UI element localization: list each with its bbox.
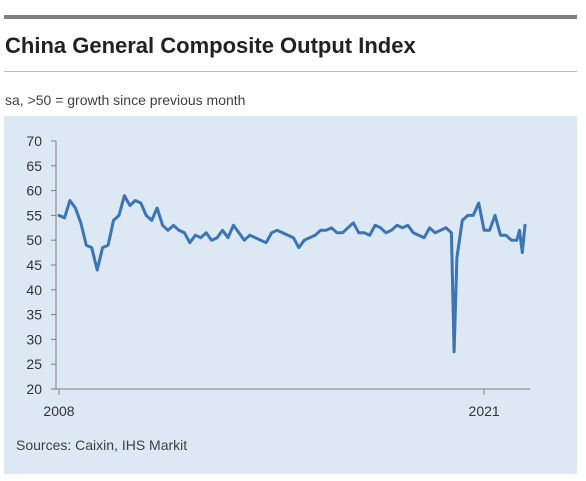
source-note: Sources: Caixin, IHS Markit	[16, 437, 188, 453]
y-tick-label: 70	[26, 133, 42, 149]
y-tick-label: 50	[26, 232, 42, 248]
x-tick-label: 2021	[469, 403, 500, 419]
y-tick-label: 60	[26, 183, 42, 199]
series-line	[57, 194, 527, 354]
chart-panel	[4, 116, 577, 474]
y-axis: 20 25 30 35 40 45 50 55 60 65 70	[26, 133, 57, 397]
x-axis: 2008 2021	[43, 388, 530, 419]
y-tick-label: 20	[26, 381, 42, 397]
y-tick-label: 35	[26, 307, 42, 323]
y-tick-label: 45	[26, 257, 42, 273]
title-divider	[4, 71, 577, 72]
y-tick-label: 55	[26, 207, 42, 223]
chart-subtitle: sa, >50 = growth since previous month	[5, 92, 246, 108]
y-tick-label: 25	[26, 356, 42, 372]
chart-title: China General Composite Output Index	[5, 33, 416, 58]
y-tick-label: 30	[26, 331, 42, 347]
series-layer	[57, 194, 527, 354]
y-tick-label: 40	[26, 282, 42, 298]
top-rule	[4, 15, 577, 19]
y-tick-label: 65	[26, 158, 42, 174]
x-tick-label: 2008	[43, 403, 74, 419]
